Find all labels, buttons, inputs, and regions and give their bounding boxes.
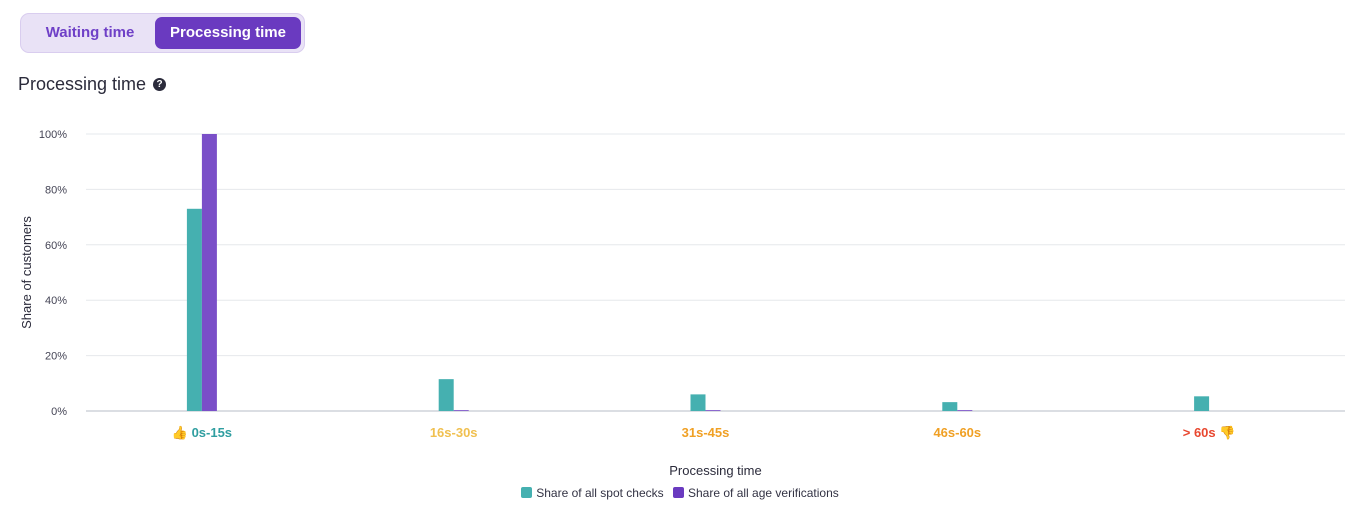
legend-swatch-spot-checks (521, 486, 533, 498)
bar-spot-checks-4 (1194, 396, 1210, 411)
question-circle-icon[interactable]: ? (153, 78, 166, 91)
x-axis-title: Processing time (669, 463, 761, 478)
legend-label-age-verifications: Share of all age verifications (688, 485, 839, 500)
bar-age-verifications-0 (201, 134, 217, 411)
bar-spot-checks-1 (438, 379, 454, 411)
x-category-label: 31s-45s (682, 425, 730, 440)
y-tick-label: 20% (45, 351, 67, 363)
y-tick-label: 40% (45, 295, 67, 307)
legend-label-spot-checks: Share of all spot checks (536, 485, 664, 500)
thumbs-up-icon: 👍 (172, 425, 192, 440)
x-category-label: 16s-30s (430, 425, 478, 440)
bar-age-verifications-1 (453, 410, 469, 411)
x-category-label: 👍 0s-15s (172, 425, 232, 440)
processing-time-tab[interactable]: Processing time (155, 17, 301, 49)
bar-age-verifications-3 (957, 410, 973, 411)
waiting-time-tab[interactable]: Waiting time (45, 24, 135, 41)
y-tick-label: 0% (51, 406, 67, 418)
legend-item-age-verifications[interactable]: Share of all age verifications (673, 486, 839, 500)
bar-age-verifications-2 (705, 410, 721, 411)
time-type-toggle: Waiting time Processing time (20, 13, 305, 53)
thumbs-down-icon: 👎 (1216, 425, 1236, 440)
y-tick-label: 100% (39, 129, 67, 141)
bar-spot-checks-0 (186, 208, 202, 411)
y-tick-label: 80% (45, 184, 67, 196)
legend-swatch-age-verifications (673, 486, 684, 498)
y-axis-title: Share of customers (19, 216, 34, 329)
chart-legend: Share of all spot checks Share of all ag… (0, 485, 1360, 500)
section-title: Processing time (18, 74, 147, 94)
x-category-label: 46s-60s (933, 425, 981, 440)
bar-spot-checks-2 (690, 394, 706, 411)
x-category-label: > 60s 👎 (1183, 425, 1236, 440)
y-tick-label: 60% (45, 240, 67, 252)
legend-item-spot-checks[interactable]: Share of all spot checks (521, 485, 664, 500)
bar-spot-checks-3 (942, 402, 958, 411)
